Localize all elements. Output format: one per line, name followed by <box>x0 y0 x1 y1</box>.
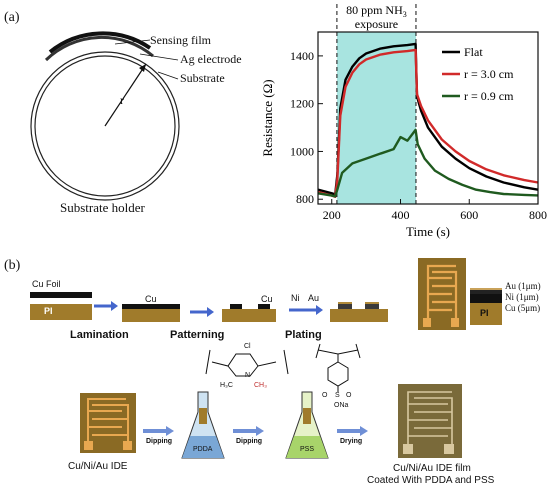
y-tick-label-1: 1000 <box>290 144 314 158</box>
substrate-schematic <box>30 31 180 201</box>
plated-cu-1 <box>338 302 352 311</box>
pdda-structure <box>205 349 289 377</box>
ide-label: Cu/Ni/Au IDE <box>68 461 128 472</box>
pi-label: PI <box>44 306 53 316</box>
leader-film <box>114 39 151 45</box>
pss-structure <box>315 343 361 392</box>
legend-label-1: r = 3.0 cm <box>464 67 514 81</box>
layer-cu-label: Cu (5μm) <box>505 303 541 313</box>
series-line-2 <box>317 128 539 198</box>
layer-ni <box>470 290 502 294</box>
pi-substrate <box>30 304 92 320</box>
arrow-3 <box>289 305 323 315</box>
x-tick-label-1: 400 <box>392 208 410 222</box>
arrow-1 <box>94 301 118 311</box>
lamination-label: Lamination <box>70 329 129 341</box>
y-tick-label-3: 1400 <box>290 49 314 63</box>
pss-flask <box>285 391 329 459</box>
holder-label: Substrate holder <box>60 200 145 215</box>
leader-ag <box>139 53 179 61</box>
pdda-label: PDDA <box>193 446 213 453</box>
coated-label-2: Coated With PDDA and PSS <box>367 475 495 486</box>
cu-label: Cu <box>145 294 157 304</box>
coated-ide-film <box>398 384 462 458</box>
arrow-2 <box>190 307 214 317</box>
plot-frame <box>317 31 539 205</box>
coated-label-1: Cu/Ni/Au IDE film <box>393 463 471 474</box>
layer-ni-label: Ni (1μm) <box>505 292 539 302</box>
panel-b-label: (b) <box>4 258 21 273</box>
layer-pi-label: PI <box>480 308 489 318</box>
plated-cu-2 <box>365 302 379 311</box>
patterning-label: Patterning <box>170 329 225 341</box>
substrate-holder <box>34 55 176 197</box>
ide-electrode-top <box>418 258 466 330</box>
au-label: Au <box>308 293 320 303</box>
cu-foil <box>30 292 92 298</box>
y-tick-label-0: 800 <box>296 192 314 206</box>
exposure-annotation: 80 ppm NH3 <box>346 3 407 19</box>
pattern-cu-1 <box>230 304 242 309</box>
dipping2-label: Dipping <box>236 438 263 445</box>
dipping1-label: Dipping <box>146 438 173 445</box>
cu-foil-label: Cu Foil <box>32 279 61 289</box>
laminated-cu <box>122 304 180 309</box>
x-tick-label-3: 800 <box>529 208 547 222</box>
layer-pi <box>470 303 502 325</box>
drying-label: Drying <box>340 438 363 445</box>
legend-label-2: r = 0.9 cm <box>464 89 514 103</box>
arrow-drying <box>337 426 368 436</box>
ide-electrode-bottom <box>80 393 136 453</box>
plated-pi <box>330 309 388 322</box>
x-tick-label-2: 600 <box>460 208 478 222</box>
pdda-cl: Cl <box>244 343 251 350</box>
ni-label: Ni <box>291 293 300 303</box>
leader-substrate <box>157 71 179 80</box>
y-tick-label-2: 1200 <box>290 97 314 111</box>
pss-s: S <box>335 392 340 399</box>
substrate-label: Substrate <box>180 71 225 85</box>
series-line-1 <box>317 48 539 198</box>
pdda-ch3: CH₃ <box>254 382 267 389</box>
layer-cu <box>470 294 502 303</box>
ag-electrode-arc <box>44 35 154 62</box>
pdda-h3c: H₃C <box>220 382 233 389</box>
exposure-region <box>336 32 416 204</box>
arrow-dipping-1 <box>143 426 174 436</box>
x-tick-label-0: 200 <box>323 208 341 222</box>
laminated-pi <box>122 309 180 322</box>
y-axis-label: Resistance (Ω) <box>260 79 275 156</box>
pattern-cu-2 <box>258 304 270 309</box>
pdda-n: N <box>245 372 251 379</box>
ag-electrode-label: Ag electrode <box>180 52 242 66</box>
pss-label: PSS <box>300 446 315 453</box>
pdda-flask <box>181 391 225 459</box>
annotation-subscript: 3 <box>403 10 407 19</box>
patterned-pi <box>222 309 276 322</box>
pss-o1: O <box>322 392 328 399</box>
sensing-film-label: Sensing film <box>150 33 212 47</box>
cu2-label: Cu <box>261 294 273 304</box>
layer-au-label: Au (1μm) <box>505 281 541 291</box>
layer-au <box>470 288 502 290</box>
exposure-annotation-line2: exposure <box>355 17 398 31</box>
radius-line <box>104 63 147 127</box>
x-axis-label: Time (s) <box>406 224 450 239</box>
legend-label-0: Flat <box>464 45 483 59</box>
plating-label: Plating <box>285 329 322 341</box>
pss-ona: ONa <box>334 402 349 409</box>
panel-a-label: (a) <box>4 10 20 25</box>
radius-arrowhead <box>139 64 146 72</box>
substrate-ring-outer <box>30 51 180 201</box>
pss-o2: O <box>346 392 352 399</box>
arrow-dipping-2 <box>233 426 264 436</box>
radius-label: r <box>120 93 124 107</box>
